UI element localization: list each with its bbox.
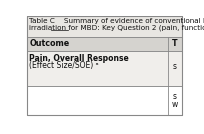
Bar	[27, 16, 182, 37]
Text: Pain, Overall Response: Pain, Overall Response	[29, 54, 129, 63]
Bar	[27, 37, 182, 51]
Text: w: w	[172, 100, 178, 109]
Text: s: s	[173, 62, 177, 71]
Bar	[27, 86, 182, 115]
Text: irradiation for MBD: Key Question 2 (pain, function, QOL, ha: irradiation for MBD: Key Question 2 (pai…	[29, 25, 204, 31]
Text: Table C    Summary of evidence of conventional EBRT and S: Table C Summary of evidence of conventio…	[29, 18, 204, 24]
Bar	[27, 51, 182, 86]
Text: Outcome: Outcome	[29, 39, 70, 48]
Text: T: T	[172, 39, 178, 48]
Text: s: s	[173, 92, 177, 101]
Text: (Effect Size/SOE) ᵃ: (Effect Size/SOE) ᵃ	[29, 61, 99, 70]
